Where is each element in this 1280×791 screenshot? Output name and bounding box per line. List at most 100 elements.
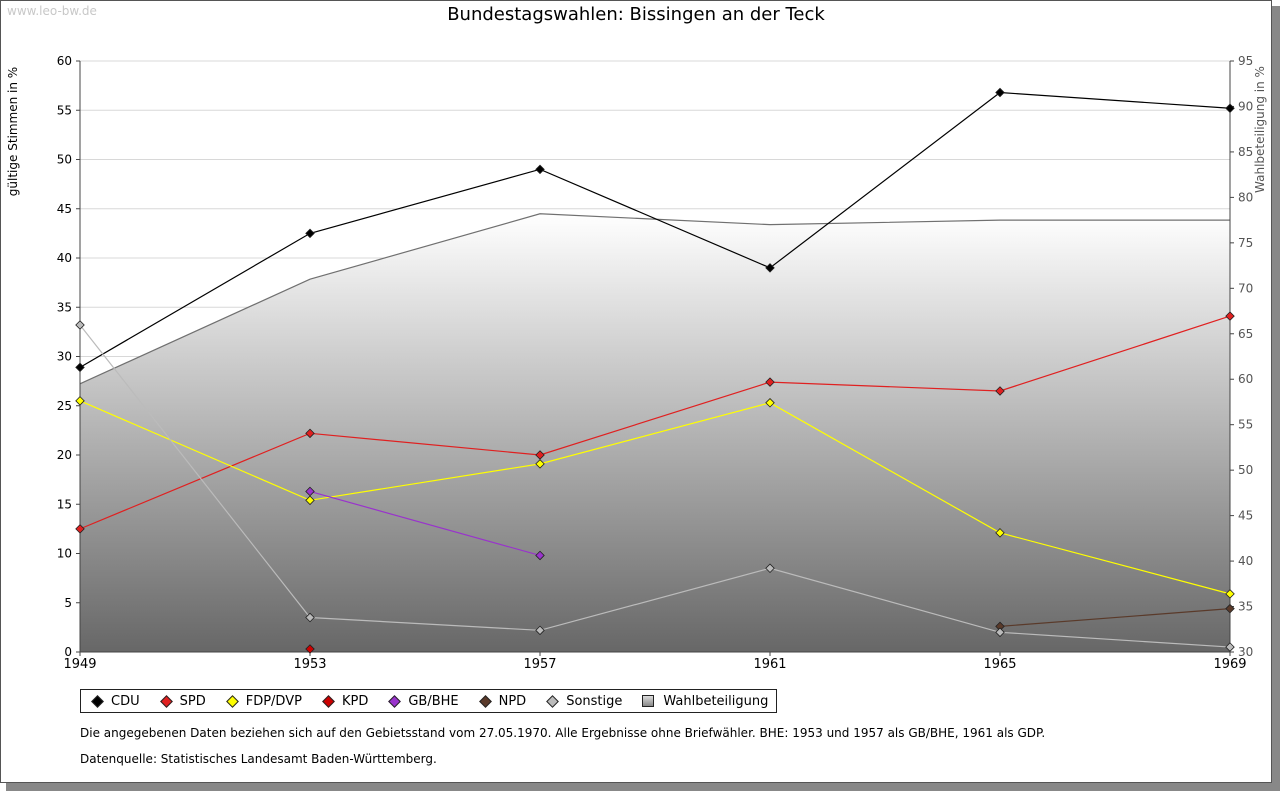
data-point-cdu <box>765 263 775 273</box>
data-point-fdp-dvp <box>995 528 1005 538</box>
y2-tick-label: 65 <box>1238 327 1253 341</box>
legend-marker-spd <box>159 694 173 708</box>
data-point-fdp-dvp <box>765 398 775 408</box>
data-point-spd <box>305 428 315 439</box>
legend-marker-cdu <box>91 694 104 708</box>
y2-tick-label: 40 <box>1238 554 1253 568</box>
data-point-gb-bhe <box>535 550 545 561</box>
y2-tick-label: 95 <box>1238 54 1253 68</box>
y2-axis-label: Wahlbeteiligung in % <box>1253 66 1267 193</box>
series-line-gb-bhe <box>309 490 541 557</box>
data-point-spd <box>995 386 1005 396</box>
frame-shadow-bottom <box>6 783 1280 791</box>
legend-marker-wahlbeteiligung <box>642 695 655 707</box>
data-point-cdu <box>535 164 545 175</box>
data-point-cdu <box>305 228 315 239</box>
data-point-spd <box>765 377 775 387</box>
data-point-cdu <box>995 87 1005 98</box>
data-point-sonstige <box>535 625 545 636</box>
data-point-fdp-dvp <box>535 459 545 469</box>
frame-shadow-right <box>1272 6 1280 791</box>
legend-marker-kpd <box>322 694 335 708</box>
series-line-npd <box>999 608 1231 627</box>
legend-label-spd: SPD <box>179 693 206 709</box>
x-tick-label: 1965 <box>983 657 1016 672</box>
legend-label-npd: NPD <box>498 693 527 709</box>
legend-marker-gbbhe <box>388 694 402 708</box>
data-point-cdu <box>75 362 85 373</box>
series-line-cdu <box>79 91 1231 368</box>
legend-marker-fdp <box>225 694 239 708</box>
y-tick-label: 55 <box>57 103 72 117</box>
y2-tick-label: 90 <box>1238 99 1253 113</box>
data-point-spd <box>1225 311 1235 321</box>
y2-tick-label: 70 <box>1238 281 1253 295</box>
y2-tick-label: 85 <box>1238 145 1253 159</box>
y-tick-label: 40 <box>57 251 72 265</box>
footnote: Die angegebenen Daten beziehen sich auf … <box>80 726 1046 740</box>
y2-tick-label: 35 <box>1238 600 1253 614</box>
data-point-sonstige <box>765 563 775 574</box>
data-point-sonstige <box>1225 642 1235 652</box>
y-tick-label: 5 <box>64 596 72 610</box>
data-point-fdp-dvp <box>75 396 85 406</box>
data-point-npd <box>1225 603 1235 614</box>
y2-tick-label: 50 <box>1238 463 1253 477</box>
x-tick-label: 1953 <box>293 657 326 672</box>
watermark: www.leo-bw.de <box>7 4 97 18</box>
data-point-spd <box>75 524 85 534</box>
y-tick-label: 10 <box>57 547 72 561</box>
y2-tick-label: 30 <box>1238 645 1253 659</box>
legend-marker-sonstige <box>546 694 560 708</box>
y2-tick-label: 55 <box>1238 418 1253 432</box>
y-axis-label: gültige Stimmen in % <box>6 67 20 196</box>
x-tick-label: 1949 <box>63 657 96 672</box>
y2-tick-label: 45 <box>1238 509 1253 523</box>
y-tick-label: 45 <box>57 202 72 216</box>
legend-item-kpd: KPD <box>318 694 368 709</box>
y2-tick-label: 80 <box>1238 190 1253 204</box>
legend-item-npd: NPD <box>475 693 527 709</box>
series-line-fdp-dvp <box>79 400 1231 595</box>
data-point-gb-bhe <box>305 486 315 497</box>
y-tick-label: 15 <box>57 497 72 511</box>
data-point-sonstige <box>995 627 1005 638</box>
legend-item-cdu: CDU <box>87 694 140 709</box>
data-point-sonstige <box>75 320 85 330</box>
legend-item-wahlbeteiligung: Wahlbeteiligung <box>638 694 768 709</box>
series-line-spd <box>79 315 1231 530</box>
data-point-kpd <box>305 644 315 654</box>
data-point-sonstige <box>305 612 315 623</box>
y-tick-label: 60 <box>57 54 72 68</box>
y-tick-label: 0 <box>64 645 72 659</box>
source-note: Datenquelle: Statistisches Landesamt Bad… <box>80 752 437 766</box>
x-tick-label: 1957 <box>523 657 556 672</box>
legend-item-sonstige: Sonstige <box>542 694 622 709</box>
data-point-cdu <box>1225 103 1235 114</box>
legend-item-fdp: FDP/DVP <box>222 694 302 709</box>
series-line-sonstige <box>79 324 1231 648</box>
legend-label-kpd: KPD <box>341 693 369 709</box>
legend-label-fdp: FDP/DVP <box>245 693 302 709</box>
y2-tick-label: 60 <box>1238 372 1253 386</box>
legend-label-sonstige: Sonstige <box>566 693 623 709</box>
x-tick-label: 1961 <box>753 657 786 672</box>
y-tick-label: 50 <box>57 153 72 167</box>
legend-item-gbbhe: GB/BHE <box>384 693 459 709</box>
legend-marker-npd <box>478 694 492 708</box>
y2-tick-label: 75 <box>1238 236 1253 250</box>
legend-label-cdu: CDU <box>111 693 140 709</box>
legend-item-spd: SPD <box>156 694 206 709</box>
legend-label-wahlbeteiligung: Wahlbeteiligung <box>663 693 769 709</box>
data-point-fdp-dvp <box>1225 589 1235 599</box>
legend-label-gbbhe: GB/BHE <box>408 693 459 709</box>
y-tick-label: 20 <box>57 448 72 462</box>
legend: CDU SPD FDP/DVP KPD GB/BHE NPD Sonstige … <box>80 689 778 713</box>
y-tick-label: 35 <box>57 300 72 314</box>
chart-title: Bundestagswahlen: Bissingen an der Teck <box>447 4 825 25</box>
y-tick-label: 25 <box>57 399 72 413</box>
x-tick-label: 1969 <box>1213 657 1246 672</box>
data-point-fdp-dvp <box>305 495 315 506</box>
y-tick-label: 30 <box>57 350 72 364</box>
